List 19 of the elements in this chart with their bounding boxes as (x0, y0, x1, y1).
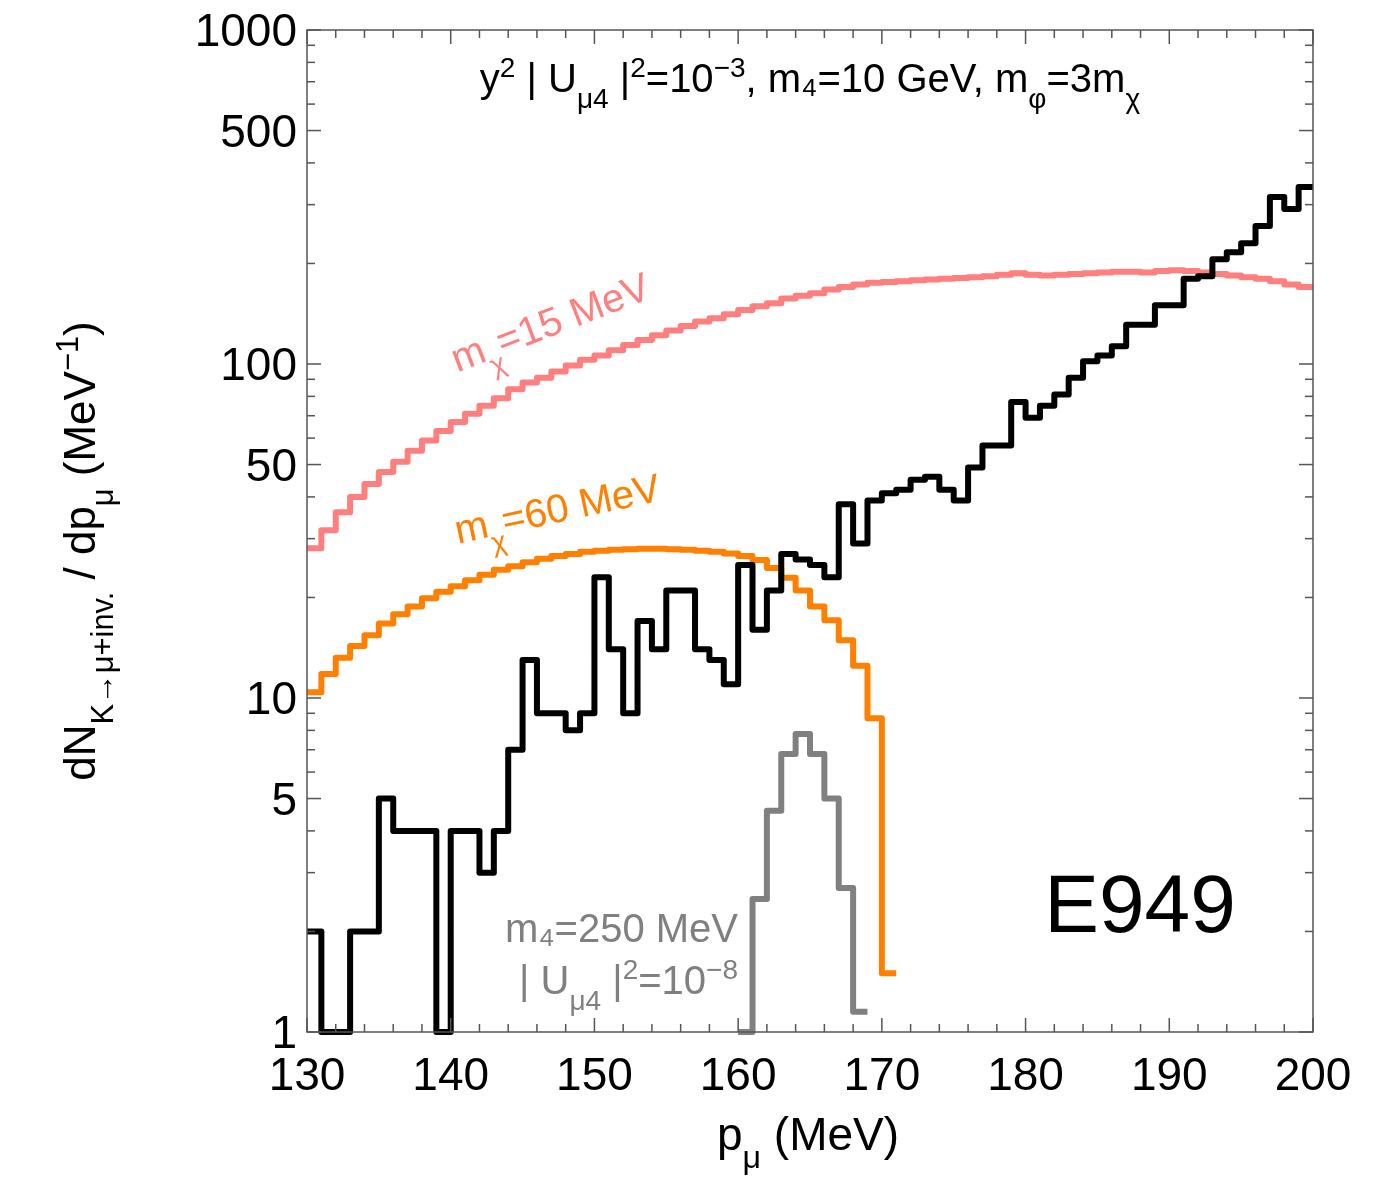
y-tick-label: 500 (220, 104, 297, 157)
y-tick-label: 10 (245, 672, 297, 725)
x-tick-label: 160 (699, 1048, 777, 1100)
y-tick-label: 1000 (194, 4, 297, 57)
text: m$_{χ}$=60 MeV (450, 464, 665, 558)
x-tick-label: 170 (843, 1048, 921, 1100)
y-tick-label: 100 (220, 338, 297, 391)
y-tick-label: 50 (245, 438, 297, 491)
x-tick-label: 190 (1130, 1048, 1208, 1100)
x-tick-label: 200 (1274, 1048, 1352, 1100)
series-label: m₄=250 MeV | U$_{μ4}$ |$^{2}$=10$^{−8}$ (504, 906, 739, 1016)
x-tick-label: 150 (556, 1048, 633, 1100)
x-axis-title: p$_{μ}$ (MeV) (716, 1108, 900, 1175)
y-tick-label: 5 (271, 772, 297, 825)
text: E949 (1044, 858, 1236, 949)
x-tick-label: 180 (987, 1048, 1064, 1100)
chart-title: y$^{2}$ | U$_{μ4}$ |$^{2}$=10$^{−3}$, m₄=10 GeV, m$_{φ}$=3m$_{χ}$ (479, 51, 1141, 114)
x-tick-label: 140 (412, 1048, 490, 1100)
text: m$_{χ}$=15 MeV (444, 263, 656, 381)
